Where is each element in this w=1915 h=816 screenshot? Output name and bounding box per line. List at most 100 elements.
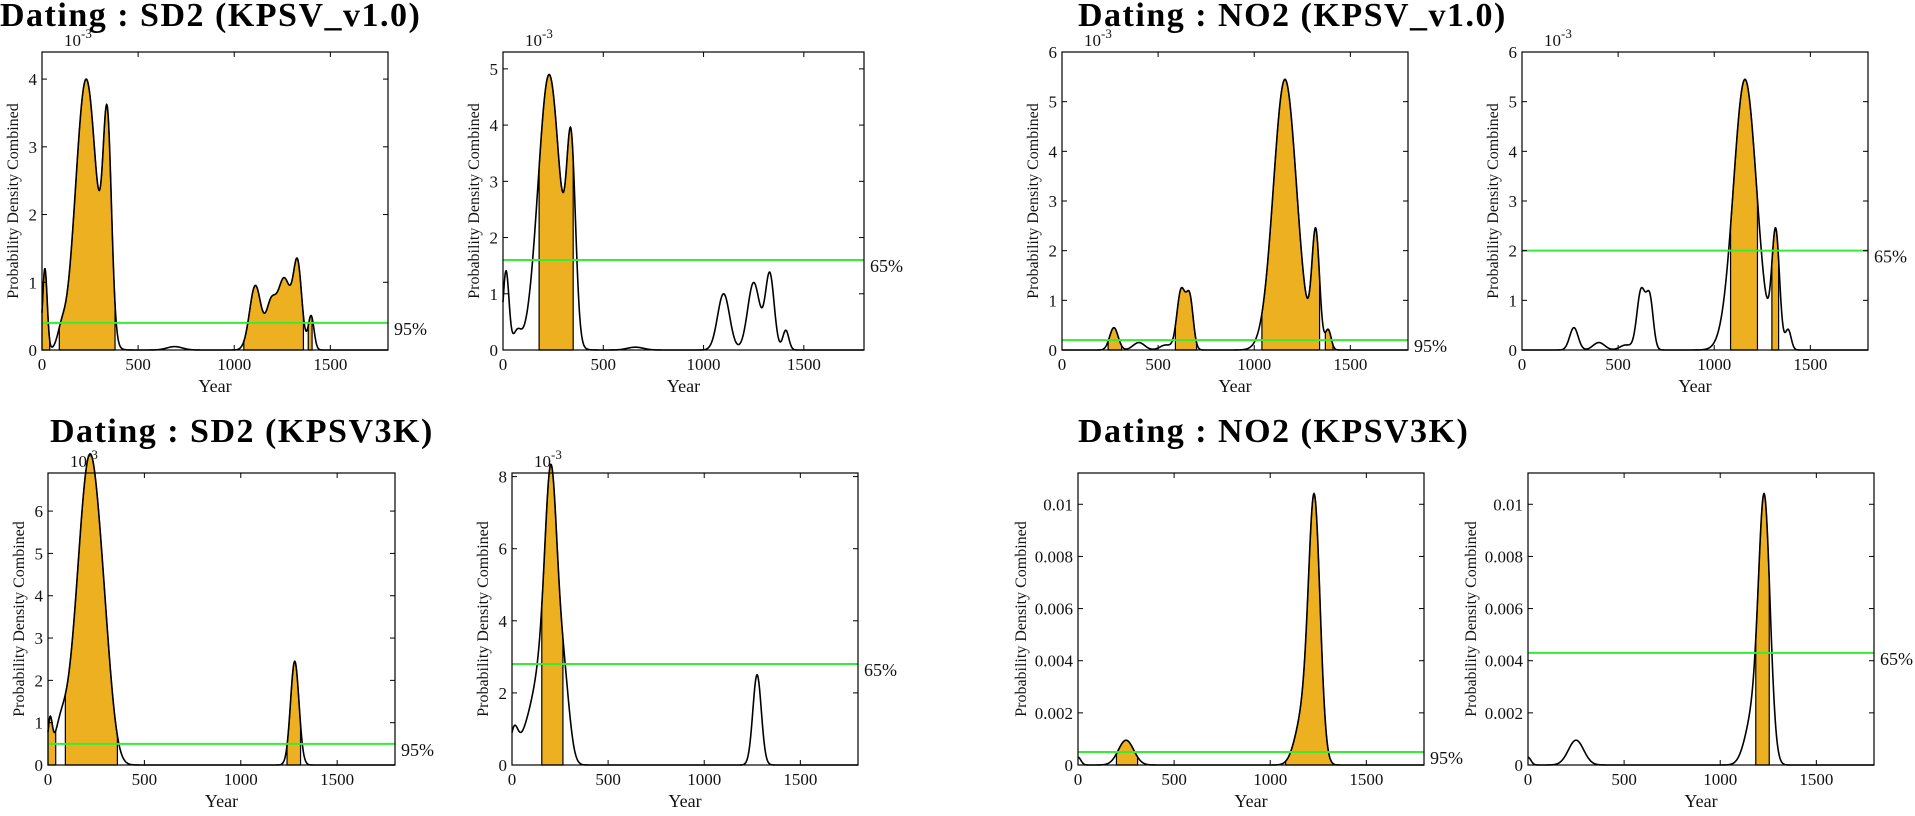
x-tick-label-sd2-v1-65-3: 1500 [787, 355, 821, 374]
y-tick-label-no2-v1-65-5: 5 [1509, 93, 1518, 112]
x-tick-label-no2-v1-65-0: 0 [1518, 355, 1527, 374]
y-tick-label-sd2-3k-65-2: 4 [499, 612, 508, 631]
x-tick-label-no2-v1-65-2: 1000 [1697, 355, 1731, 374]
threshold-label-no2-3k-95: 95% [1430, 748, 1463, 768]
x-tick-label-sd2-3k-95-0: 0 [44, 770, 53, 789]
y-scale-exponent-sd2-3k-95: 10-3 [70, 447, 98, 471]
x-tick-label-sd2-v1-65-0: 0 [499, 355, 508, 374]
y-axis-label-no2-v1-95: Probability Density Combined [1025, 103, 1042, 299]
x-tick-label-no2-v1-95-0: 0 [1058, 355, 1067, 374]
y-tick-label-sd2-3k-65-0: 0 [499, 756, 508, 775]
y-tick-label-sd2-3k-95-3: 3 [35, 629, 44, 648]
threshold-label-no2-v1-95: 95% [1414, 336, 1447, 356]
y-tick-label-no2-3k-95-0: 0 [1065, 756, 1074, 775]
x-tick-label-sd2-v1-95-0: 0 [38, 355, 47, 374]
y-tick-label-no2-3k-65-5: 0.01 [1493, 495, 1523, 514]
y-tick-label-sd2-3k-95-5: 5 [35, 544, 44, 563]
y-scale-exponent-sd2-3k-65: 10-3 [534, 447, 562, 471]
exponent-power: -3 [1101, 26, 1112, 41]
band-sd2-3k-65-0 [541, 463, 564, 766]
x-tick-label-no2-3k-95-0: 0 [1074, 770, 1083, 789]
exponent-base: 10 [64, 31, 81, 50]
y-tick-label-sd2-v1-65-4: 4 [490, 116, 499, 135]
x-tick-label-no2-v1-65-1: 500 [1605, 355, 1631, 374]
x-axis-label-sd2-v1-95: Year [198, 376, 231, 396]
y-tick-label-sd2-v1-95-4: 4 [29, 70, 38, 89]
threshold-label-no2-3k-65: 65% [1880, 649, 1913, 669]
y-tick-label-sd2-v1-65-5: 5 [490, 60, 499, 79]
plot-frame-no2-3k-65 [1527, 472, 1875, 766]
y-tick-label-sd2-3k-95-6: 6 [35, 502, 44, 521]
exponent-power: -3 [87, 447, 98, 462]
x-tick-label-sd2-v1-65-1: 500 [591, 355, 617, 374]
band-no2-v1-65-0 [1729, 78, 1759, 351]
x-axis-label-no2-3k-65: Year [1684, 791, 1717, 811]
x-axis-label-no2-v1-65: Year [1678, 376, 1711, 396]
panel-title-no2-v1: Dating : NO2 (KPSV_v1.0) [1078, 0, 1507, 34]
y-tick-label-sd2-v1-65-1: 1 [490, 285, 499, 304]
y-axis-label-no2-3k-65: Probability Density Combined [1463, 521, 1480, 717]
threshold-label-sd2-3k-65: 65% [864, 660, 897, 680]
y-tick-label-no2-3k-65-1: 0.002 [1485, 704, 1523, 723]
band-sd2-3k-95-1 [64, 453, 118, 766]
chart-no2-v1-65: 65% 0 500 1000 1500 0 1 2 3 4 5 6 Year Probability De… [1485, 26, 1907, 396]
y-tick-label-sd2-v1-65-0: 0 [490, 341, 499, 360]
y-tick-label-sd2-3k-95-1: 1 [35, 714, 44, 733]
y-tick-label-sd2-v1-95-1: 1 [29, 273, 38, 292]
y-scale-exponent-no2-v1-95: 10-3 [1084, 26, 1112, 50]
density-curve-no2-3k-65 [1527, 492, 1874, 766]
y-tick-label-no2-v1-95-3: 3 [1049, 192, 1058, 211]
exponent-power: -3 [81, 26, 92, 41]
chart-sd2-3k-65: 65% 0 500 1000 1500 0 2 4 6 8 Year Probability Dens… [475, 447, 897, 811]
exponent-power: -3 [542, 26, 553, 41]
chart-no2-3k-65: 65% 0 500 1000 1500 0 0.002 0.004 0.006 0.008 0.01… [1463, 472, 1913, 811]
x-tick-label-no2-v1-95-1: 500 [1145, 355, 1171, 374]
x-tick-label-no2-3k-95-1: 500 [1161, 770, 1187, 789]
y-tick-label-sd2-3k-95-4: 4 [35, 587, 44, 606]
panel-title-sd2-v1: Dating : SD2 (KPSV_v1.0) [0, 0, 421, 34]
y-tick-label-no2-3k-65-3: 0.006 [1485, 600, 1523, 619]
plot-frame-sd2-v1-95 [41, 51, 389, 351]
chart-sd2-v1-95: 95% 0 500 1000 1500 0 1 2 3 4 Year Probability Dens… [5, 26, 427, 396]
x-axis-label-sd2-3k-65: Year [668, 791, 701, 811]
plot-frame-no2-v1-65 [1521, 51, 1869, 351]
band-no2-v1-95-2 [1261, 78, 1321, 351]
plot-frame-sd2-3k-65 [511, 472, 859, 766]
x-tick-label-no2-v1-65-3: 1500 [1793, 355, 1827, 374]
x-tick-label-no2-3k-95-2: 1000 [1253, 770, 1287, 789]
x-tick-label-sd2-3k-95-2: 1000 [224, 770, 258, 789]
y-tick-label-no2-v1-95-2: 2 [1049, 242, 1058, 261]
x-tick-label-sd2-v1-95-1: 500 [125, 355, 151, 374]
density-curve-sd2-3k-65 [511, 463, 858, 766]
x-tick-label-no2-3k-65-3: 1500 [1799, 770, 1833, 789]
chart-no2-3k-95: 95% 0 500 1000 1500 0 0.002 0.004 0.006 0.008 0.01… [1013, 472, 1463, 811]
y-tick-label-no2-v1-95-6: 6 [1049, 43, 1058, 62]
y-tick-label-no2-3k-95-2: 0.004 [1035, 652, 1074, 671]
y-tick-label-sd2-3k-95-0: 0 [35, 756, 44, 775]
x-axis-label-no2-v1-95: Year [1218, 376, 1251, 396]
y-tick-label-no2-3k-65-4: 0.008 [1485, 547, 1523, 566]
plot-frame-sd2-v1-65 [502, 51, 865, 351]
y-axis-label-sd2-v1-95: Probability Density Combined [5, 103, 22, 299]
y-tick-label-sd2-v1-65-3: 3 [490, 172, 499, 191]
y-axis-label-no2-3k-95: Probability Density Combined [1013, 521, 1030, 717]
y-tick-label-no2-3k-65-0: 0 [1515, 756, 1524, 775]
chart-no2-v1-95: 95% 0 500 1000 1500 0 1 2 3 4 5 6 Year Probability De… [1025, 26, 1447, 396]
threshold-label-no2-v1-65: 65% [1874, 247, 1907, 267]
y-tick-label-sd2-3k-65-4: 8 [499, 468, 508, 487]
y-tick-label-no2-v1-95-1: 1 [1049, 291, 1058, 310]
x-tick-label-sd2-3k-65-3: 1500 [783, 770, 817, 789]
exponent-base: 10 [525, 31, 542, 50]
x-axis-label-no2-3k-95: Year [1234, 791, 1267, 811]
y-tick-label-no2-v1-65-3: 3 [1509, 192, 1518, 211]
panel-title-sd2-3k: Dating : SD2 (KPSV3K) [50, 413, 434, 450]
plot-frame-no2-v1-95 [1061, 51, 1409, 351]
y-tick-label-no2-v1-65-0: 0 [1509, 341, 1518, 360]
y-tick-label-no2-v1-95-4: 4 [1049, 142, 1058, 161]
plot-frame-no2-3k-95 [1077, 472, 1425, 766]
x-tick-label-no2-3k-65-2: 1000 [1703, 770, 1737, 789]
exponent-power: -3 [551, 447, 562, 462]
y-tick-label-sd2-3k-95-2: 2 [35, 671, 44, 690]
x-tick-label-sd2-v1-95-2: 1000 [217, 355, 251, 374]
y-scale-exponent-sd2-v1-95: 10-3 [64, 26, 92, 50]
